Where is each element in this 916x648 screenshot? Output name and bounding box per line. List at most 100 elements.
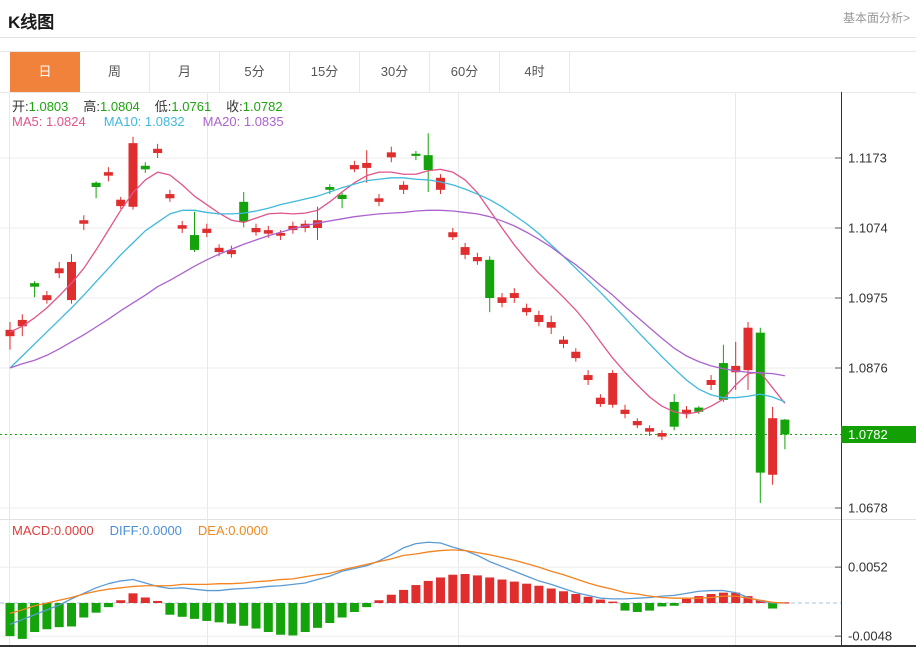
ohlc-label: 低: — [154, 99, 172, 114]
macd-bar — [362, 603, 372, 608]
ma-legend-item: MA20: 1.0835 — [202, 114, 284, 129]
ohlc-label: 开: — [12, 99, 29, 114]
candle-body — [694, 407, 704, 412]
y-axis-label: 1.0975 — [848, 290, 888, 306]
candle-body — [103, 172, 113, 176]
candle-body — [67, 261, 76, 301]
macd-bar — [386, 594, 396, 603]
candle-body — [657, 433, 667, 437]
diff-line — [9, 541, 785, 625]
candle-body — [128, 143, 138, 207]
candle-body — [682, 409, 691, 414]
candle-body — [288, 225, 298, 231]
candle-body — [632, 421, 642, 426]
macd-bar — [374, 600, 384, 603]
macd-bar — [632, 603, 642, 612]
candle-body — [423, 155, 433, 171]
macd-bar — [30, 603, 40, 632]
macd-bar — [411, 585, 421, 603]
macd-bar — [399, 589, 409, 603]
tab-item[interactable]: 15分 — [290, 52, 360, 92]
candle-body — [386, 152, 396, 158]
candle-body — [91, 182, 101, 187]
candle-body — [669, 401, 679, 427]
macd-legend: MACD:0.0000 DIFF:0.0000 DEA:0.0000 — [12, 523, 284, 538]
ma20-line — [9, 209, 786, 377]
tab-item-active[interactable]: 日 — [10, 52, 80, 92]
macd-bar — [682, 598, 691, 603]
candle-body — [226, 249, 236, 255]
candle-body — [374, 198, 384, 202]
ma-legend-item: MA10: 1.0832 — [103, 114, 185, 129]
tab-row-top-border — [0, 51, 916, 52]
macd-bar — [485, 577, 495, 603]
timeframe-tabs: 日周月 5分 15分 30分 60分 4时 — [10, 52, 570, 92]
candle-body — [362, 162, 372, 168]
y-axis-label: 1.0678 — [848, 500, 888, 516]
tab-item[interactable]: 月 — [150, 52, 220, 92]
candle-body — [718, 363, 728, 400]
candle-body — [780, 419, 790, 435]
candle-body — [768, 418, 778, 475]
macd-bar — [497, 579, 507, 603]
macd-bar — [128, 593, 138, 603]
candle-body — [485, 259, 495, 298]
macd-bar — [657, 603, 667, 607]
fundamental-analysis-link[interactable]: 基本面分析> — [842, 11, 910, 25]
ma-legend-item: MA5: 1.0824 — [12, 114, 86, 129]
macd-bar — [731, 592, 741, 603]
candle-body — [140, 165, 150, 170]
candle-body — [325, 186, 335, 190]
tab-item[interactable]: 60分 — [430, 52, 500, 92]
macd-bar — [743, 596, 753, 603]
tab-item[interactable]: 周 — [80, 52, 150, 92]
tab-item[interactable]: 5分 — [220, 52, 290, 92]
macd-bar — [620, 603, 630, 611]
ohlc-legend: 开:1.0803 高:1.0804 低:1.0761 收:1.0782 — [12, 96, 298, 115]
macd-bar — [5, 603, 15, 637]
macd-legend-item: DIFF:0.0000 — [109, 523, 182, 538]
macd-bar — [153, 600, 163, 603]
macd-bar — [546, 588, 556, 603]
macd-bar — [472, 575, 482, 603]
candle-body — [509, 293, 519, 298]
macd-bar — [300, 603, 310, 632]
macd-bar — [202, 603, 212, 621]
tab-item[interactable]: 30分 — [360, 52, 430, 92]
macd-bar — [140, 597, 150, 603]
macd-bar — [755, 600, 765, 603]
candle-body — [436, 177, 445, 190]
ohlc-value: 1.0804 — [100, 99, 140, 114]
y-axis-label: 1.0876 — [848, 360, 888, 376]
macd-bar — [706, 594, 716, 603]
candle-body — [5, 329, 15, 337]
ohlc-value: 1.0782 — [242, 99, 283, 114]
tab-item[interactable]: 4时 — [500, 52, 570, 92]
macd-bar — [349, 603, 359, 612]
macd-axis-label: -0.0048 — [848, 628, 893, 644]
macd-bar — [571, 594, 581, 603]
ma-legend: MA5: 1.0824 MA10: 1.0832 MA20: 1.0835 — [12, 114, 302, 129]
macd-bar — [669, 603, 679, 606]
ohlc-value: 1.0803 — [28, 99, 69, 114]
macd-bar — [608, 601, 618, 603]
page-title: K线图 — [8, 13, 55, 32]
candle-body — [411, 153, 421, 156]
macd-bar — [313, 603, 322, 628]
candle-body — [79, 220, 89, 224]
candle-body — [190, 235, 199, 250]
macd-bar — [226, 603, 236, 624]
macd-bar — [103, 603, 113, 608]
candle-body — [202, 228, 212, 233]
macd-legend-item: MACD:0.0000 — [12, 523, 94, 538]
candle-body — [497, 297, 507, 303]
candle-body — [17, 319, 27, 327]
candle-body — [595, 397, 605, 405]
y-axis-label: 1.1173 — [848, 150, 887, 166]
candle-body — [608, 372, 618, 405]
macd-bar — [263, 603, 273, 632]
macd-bar — [645, 603, 655, 611]
macd-bar — [288, 603, 298, 636]
ohlc-label: 高: — [83, 99, 101, 114]
